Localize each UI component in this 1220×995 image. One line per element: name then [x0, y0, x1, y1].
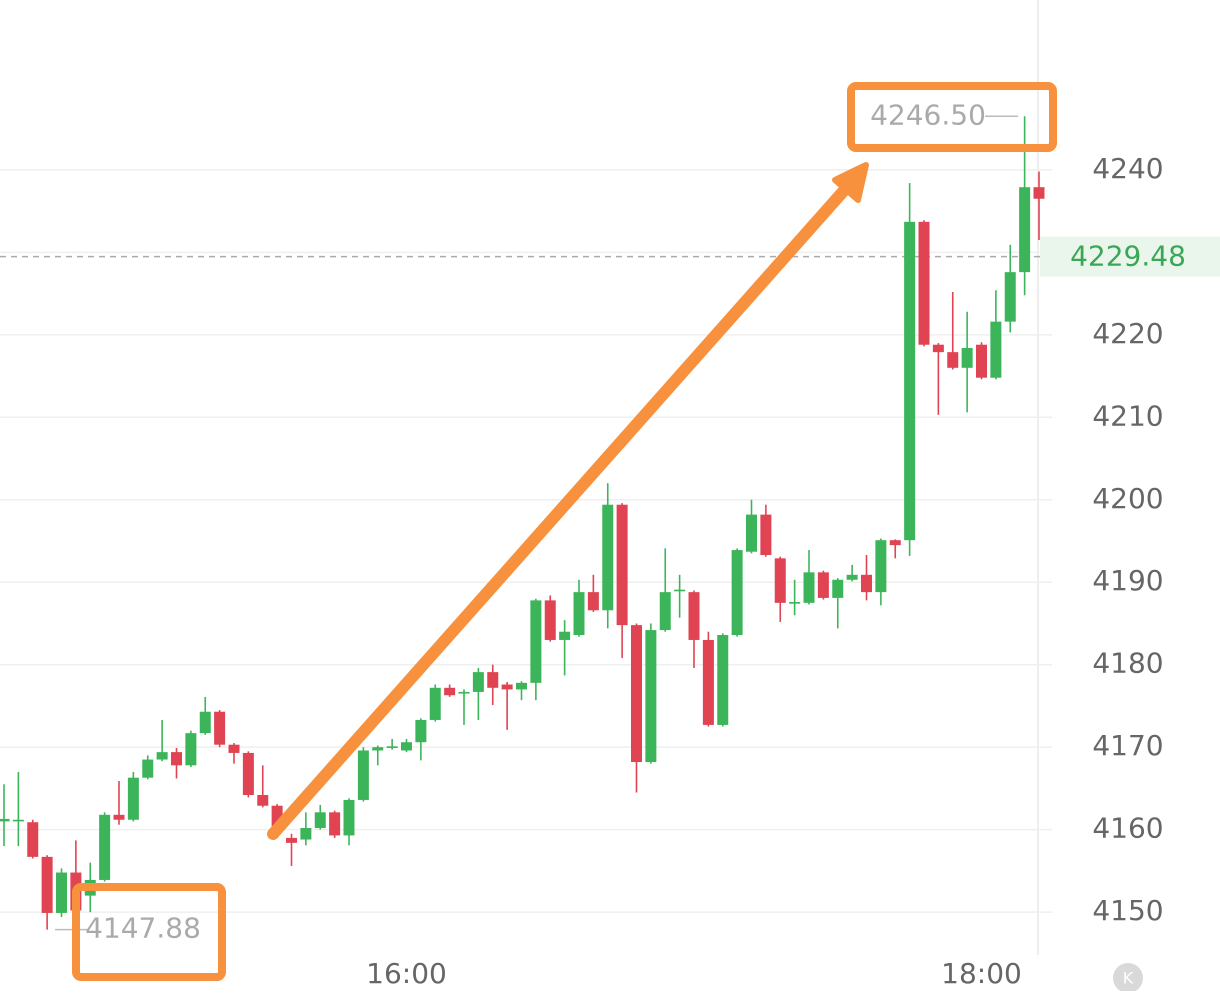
kline-button-label[interactable]: K [1123, 969, 1134, 988]
candle-body [731, 550, 743, 636]
candle-body [99, 814, 111, 880]
y-tick-label: 4220 [1092, 317, 1163, 350]
candle-body [918, 221, 930, 345]
candle-body [401, 742, 412, 751]
candle-body [343, 799, 355, 836]
candle-body [976, 344, 987, 378]
candle-body [199, 711, 211, 734]
y-tick-label: 4190 [1092, 564, 1163, 597]
candle-body [616, 504, 628, 626]
candle-body [875, 540, 887, 593]
candle-body [444, 687, 456, 696]
candle-body [861, 574, 872, 593]
candle-body [415, 719, 427, 743]
x-tick-label: 16:00 [366, 957, 447, 990]
y-tick-label: 4240 [1092, 152, 1163, 185]
candle-body [41, 856, 53, 913]
y-tick-label: 4160 [1092, 812, 1163, 845]
candle-body [429, 687, 441, 720]
candle-body [932, 344, 944, 353]
candle-body [587, 592, 599, 611]
candle-body [156, 752, 168, 760]
candle-body [516, 682, 527, 690]
candle-body [113, 814, 125, 820]
candle-body [659, 592, 671, 631]
candle-body [501, 684, 513, 690]
candle-body [774, 558, 786, 603]
y-tick-label: 4210 [1092, 399, 1163, 432]
candle-body [817, 572, 829, 598]
candle-body [846, 574, 858, 580]
candle-body [142, 759, 154, 778]
candle-body [702, 639, 714, 725]
candle-body [717, 635, 729, 725]
candle-body [372, 747, 384, 751]
candle-body [602, 504, 614, 611]
y-tick-label: 4180 [1092, 647, 1163, 680]
arrow-shaft [267, 180, 854, 840]
x-tick-label: 18:00 [941, 957, 1022, 990]
extreme-label: 4246.50 [870, 98, 986, 131]
candle-body [990, 321, 1002, 378]
candle-body [688, 592, 700, 640]
y-tick-label: 4200 [1092, 482, 1163, 515]
extreme-label: 4147.88 [85, 912, 201, 945]
candle-body [300, 827, 312, 840]
y-tick-label: 4170 [1092, 729, 1163, 762]
candle-body [357, 750, 369, 800]
candle-body [1019, 187, 1031, 273]
candle-body [171, 752, 182, 766]
candle-body [645, 630, 657, 763]
candle-body [329, 812, 341, 836]
kline-button[interactable] [1113, 963, 1143, 993]
candle-body [0, 818, 10, 822]
candle-body [458, 691, 470, 694]
annotation-overlay: K [72, 82, 1143, 993]
candle-body [674, 589, 686, 592]
candle-body [27, 822, 39, 857]
y-tick-label: 4150 [1092, 894, 1163, 927]
candle-body [832, 579, 844, 598]
arrow-head [832, 162, 869, 203]
candle-body [889, 540, 901, 546]
candle-body [242, 752, 254, 796]
candle-body [947, 352, 959, 368]
candle-body [904, 221, 916, 541]
candle-body [271, 805, 283, 830]
last-price-tag [1040, 236, 1220, 277]
candle-body [185, 733, 197, 766]
candle-body [789, 602, 801, 604]
highlight-box [72, 883, 226, 981]
candle-body [1004, 272, 1016, 322]
candle-body [314, 812, 326, 828]
candle-body [257, 795, 269, 806]
candle-body [803, 572, 815, 603]
candle-body [1033, 187, 1045, 199]
candle-body [573, 592, 585, 636]
candle-body [961, 348, 973, 368]
candle-body [530, 600, 542, 683]
candle-body [487, 672, 499, 688]
candle-body [12, 819, 24, 822]
candle-body [544, 600, 556, 640]
candle-body [214, 711, 226, 745]
candle-body [228, 744, 240, 753]
highlight-box [847, 82, 1057, 152]
candle-body [286, 837, 297, 843]
candle-body [760, 514, 772, 556]
last-price-label: 4229.48 [1070, 240, 1186, 273]
candle-body [746, 514, 757, 552]
candle-body [631, 625, 642, 763]
candle-body [56, 872, 67, 913]
candle-body [386, 746, 398, 749]
candle-body [472, 672, 484, 692]
candle-body [127, 777, 139, 820]
candle-body [559, 631, 571, 640]
